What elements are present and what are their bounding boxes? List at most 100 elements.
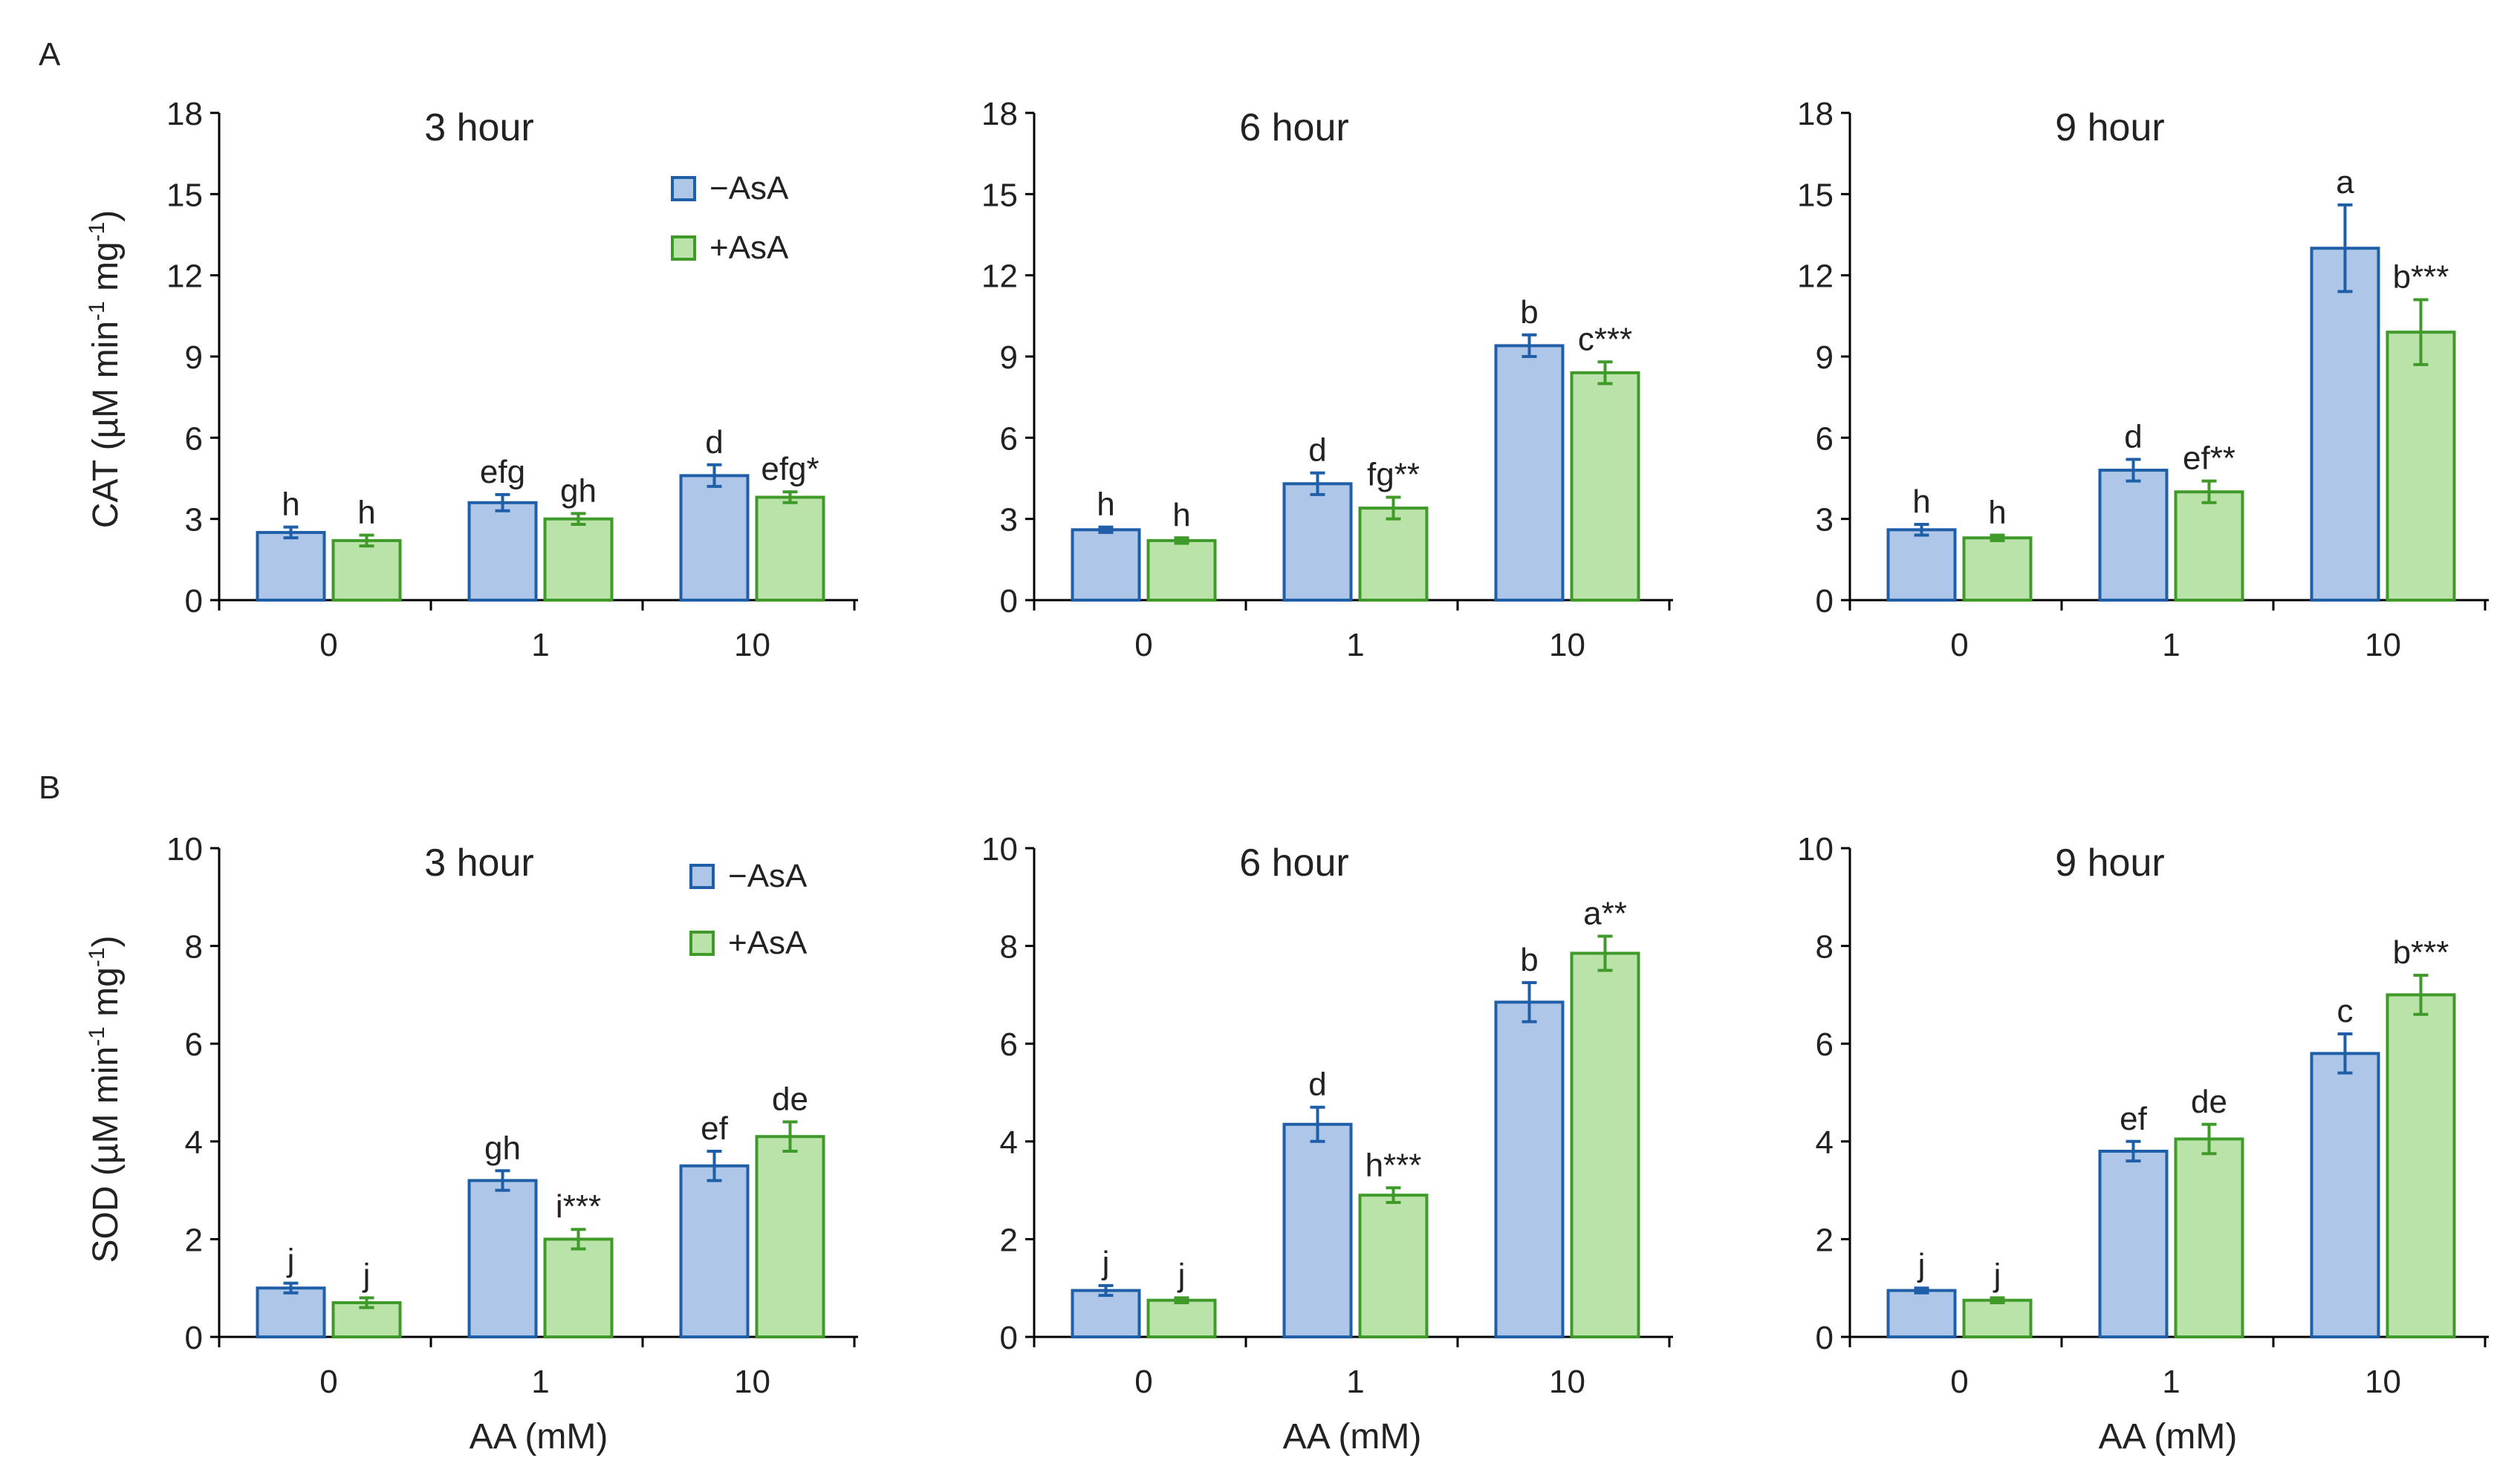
x-tick-label: 1 (2162, 1364, 2180, 1400)
significance-label: a** (1583, 895, 1627, 931)
significance-label: h (282, 486, 299, 523)
significance-label: c (2337, 993, 2354, 1029)
y-tick-label: 3 (1000, 502, 1018, 538)
y-tick-label: 0 (1000, 583, 1018, 619)
legend-a: −AsA +AsA (671, 170, 789, 266)
significance-label: j (1993, 1257, 2001, 1293)
y-tick-label: 4 (1816, 1124, 1834, 1161)
y-tick-label: 12 (166, 258, 203, 295)
significance-label: j (1917, 1247, 1926, 1283)
y-tick-label: 0 (1000, 1320, 1018, 1356)
bar (1282, 1122, 1353, 1339)
y-tick-label: 6 (1816, 1026, 1834, 1063)
bar (1146, 538, 1217, 602)
bar (256, 530, 326, 602)
x-tick-label: 1 (1346, 1364, 1364, 1400)
significance-label: a (2336, 164, 2354, 201)
significance-label: b (1520, 294, 1538, 331)
x-tick-label: 0 (1134, 1364, 1152, 1400)
significance-label: i*** (556, 1188, 601, 1225)
bar (2310, 1052, 2380, 1338)
x-tick-label: 10 (734, 627, 770, 663)
legend-label-minus: −AsA (728, 858, 808, 894)
y-tick-label: 0 (1816, 1320, 1834, 1356)
bar (2386, 331, 2456, 602)
bar (1282, 482, 1353, 602)
bar (1358, 1194, 1429, 1339)
y-tick-label: 12 (1797, 258, 1834, 295)
significance-label: h (1097, 486, 1114, 523)
legend-swatch-plus (671, 235, 696, 261)
bar (2174, 490, 2244, 602)
y-tick-label: 2 (1816, 1222, 1834, 1258)
chart-title: 9 hour (2055, 842, 2164, 885)
y-tick-label: 3 (185, 502, 203, 538)
bar (2174, 1137, 2244, 1338)
bar (1071, 1289, 1141, 1338)
bar (1886, 1289, 1957, 1338)
bar (256, 1286, 326, 1338)
y-tick-label: 18 (166, 96, 203, 132)
significance-label: j (362, 1257, 371, 1293)
chart-cat-3-hour: 3 hour 0 3 6 9 12 15 18 0 1 10 h efg d h gh efg* (166, 96, 858, 663)
bar (755, 495, 825, 602)
bar (331, 538, 402, 602)
bar (543, 1237, 614, 1339)
x-tick-label: 10 (2365, 1364, 2401, 1400)
y-axis-title-sod: SOD (µM min-1 mg-1) (85, 935, 126, 1263)
chart-title: 6 hour (1239, 106, 1348, 149)
y-tick-label: 4 (1000, 1124, 1018, 1161)
y-tick-label: 9 (1000, 339, 1018, 376)
x-tick-label: 0 (1950, 1364, 1968, 1400)
significance-label: de (2191, 1084, 2227, 1120)
bar (2098, 469, 2169, 602)
legend-swatch-minus (671, 176, 696, 201)
y-tick-label: 15 (1797, 177, 1834, 213)
x-tick-label: 1 (531, 627, 549, 663)
x-axis-title: AA (mM) (1283, 1417, 1422, 1456)
y-tick-label: 4 (185, 1124, 203, 1161)
significance-label: h*** (1365, 1147, 1422, 1183)
x-tick-label: 10 (1549, 1364, 1585, 1400)
significance-label: j (1101, 1245, 1110, 1281)
bar (1146, 1298, 1217, 1339)
y-tick-label: 8 (1000, 929, 1018, 966)
x-tick-label: 1 (2162, 627, 2180, 663)
y-tick-label: 2 (185, 1222, 203, 1258)
y-tick-label: 18 (1797, 96, 1834, 132)
y-tick-label: 12 (981, 258, 1018, 295)
y-tick-label: 10 (166, 831, 203, 868)
chart-title: 9 hour (2055, 106, 2164, 149)
chart-sod-3-hour: 3 hour 0 2 4 6 8 10 0 1 10 j gh ef j i*** de (166, 831, 858, 1400)
y-tick-label: 8 (1816, 929, 1834, 966)
x-tick-label: 0 (1134, 627, 1152, 663)
bar (1358, 507, 1429, 602)
significance-label: efg (480, 454, 525, 490)
bar (1962, 1298, 2033, 1339)
bar (1962, 536, 2033, 602)
significance-label: d (1308, 432, 1326, 469)
legend-label-plus: +AsA (709, 230, 789, 266)
chart-title: 6 hour (1239, 842, 1348, 885)
significance-label: efg* (761, 451, 819, 487)
y-tick-label: 15 (166, 177, 203, 213)
significance-label: b*** (2393, 258, 2449, 295)
significance-label: de (772, 1081, 808, 1117)
x-axis-title: AA (mM) (2099, 1417, 2238, 1456)
significance-label: h (1172, 497, 1190, 533)
y-tick-label: 2 (1000, 1222, 1018, 1258)
x-tick-label: 10 (2365, 627, 2401, 663)
bar (467, 1179, 538, 1338)
y-tick-label: 0 (1816, 583, 1834, 619)
significance-label: h (1912, 484, 1930, 520)
y-tick-label: 8 (185, 929, 203, 966)
x-tick-label: 0 (319, 627, 337, 663)
significance-label: h (357, 495, 375, 531)
bar (467, 501, 538, 602)
significance-label: j (1177, 1257, 1186, 1293)
chart-sod-6-hour: 6 hour 0 2 4 6 8 10 0 1 10 j d b j h*** a** (981, 831, 1673, 1400)
significance-label: b*** (2393, 934, 2449, 971)
bar (1886, 528, 1957, 602)
y-tick-label: 15 (981, 177, 1018, 213)
significance-label: d (1308, 1067, 1326, 1103)
